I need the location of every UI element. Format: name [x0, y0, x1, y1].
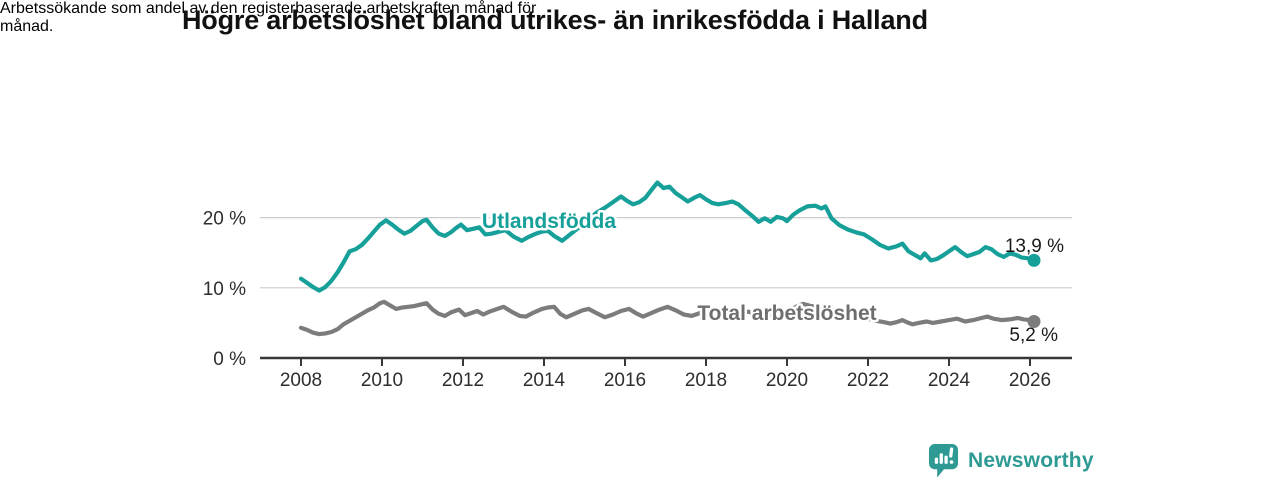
bar-chart-bar-medium — [944, 455, 948, 464]
x-tick-label: 2012 — [442, 370, 484, 391]
x-tick-label: 2024 — [928, 370, 971, 391]
chart-subtitle-line-1: Arbetssökande som andel av den registerb… — [0, 0, 537, 17]
x-tick-label: 2010 — [361, 370, 403, 391]
value-label-1: 5,2 % — [1009, 325, 1058, 346]
x-tick-label: 2018 — [685, 370, 727, 391]
exclamation-mark-stem — [949, 447, 954, 458]
bar-chart-bar-tall — [939, 453, 943, 464]
newsworthy-logo-text: Newsworthy — [968, 448, 1094, 472]
x-tick-label: 2022 — [847, 370, 889, 391]
series-line-1 — [298, 299, 1037, 337]
newsworthy-logo-icon — [928, 444, 959, 478]
y-tick-label: 10 % — [203, 279, 246, 300]
bar-chart-bar-short — [934, 457, 939, 464]
x-tick-label: 2026 — [1009, 370, 1051, 391]
exclamation-mark-dot — [949, 460, 954, 464]
x-tick-label: 2014 — [523, 370, 566, 391]
series-end-dot-0 — [1027, 253, 1041, 267]
x-tick-label: 2020 — [766, 370, 808, 391]
series-end-dot-1 — [1027, 315, 1041, 328]
chart-subtitle-line-2: månad. — [0, 18, 54, 35]
series-label-0: Utlandsfödda — [482, 210, 616, 233]
speech-bubble-shape — [928, 444, 959, 478]
x-tick-label: 2016 — [604, 370, 646, 391]
y-tick-label: 20 % — [203, 209, 246, 230]
y-tick-label: 0 % — [213, 349, 246, 370]
series-label-1: Total arbetslöshet — [697, 302, 876, 325]
x-tick-label: 2008 — [280, 370, 322, 391]
value-label-0: 13,9 % — [1005, 236, 1064, 257]
page-title: Högre arbetslöshet bland utrikes- än inr… — [182, 5, 928, 35]
newsworthy-logo: Newsworthy — [928, 443, 1094, 478]
series-line-0 — [298, 180, 1037, 293]
